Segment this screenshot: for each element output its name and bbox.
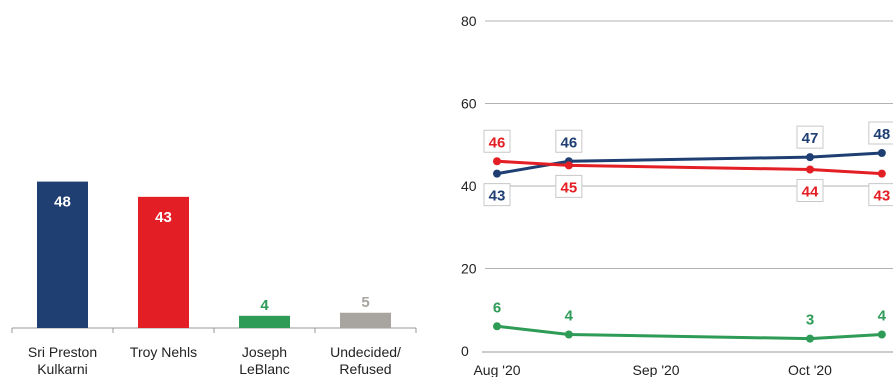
series-point [877,149,886,157]
data-label: 45 [560,179,577,196]
data-label: 48 [873,126,890,143]
line-x-tick-label: Oct '20 [788,362,832,377]
data-label-box [868,183,893,207]
line-y-tick-label: 40 [461,178,477,194]
series-point [493,157,501,166]
data-label-box [555,129,583,153]
series-point [493,322,501,331]
data-label: 3 [806,312,814,329]
data-label-box [796,125,824,149]
bar-category-label: Refused [339,361,391,377]
series-point [564,161,573,170]
bar-category-label: Undecided/ [330,344,401,360]
bar-value-label: 48 [54,194,71,211]
data-label: 46 [489,134,506,151]
data-label-box [555,174,583,198]
series-point [877,330,886,339]
data-label-box [796,179,824,202]
data-label-box [483,129,511,153]
bar-category-label: Kulkarni [37,361,88,377]
series-point [564,330,573,339]
bar-category-label: Joseph [242,344,287,360]
series-point [806,334,814,343]
bar [138,196,189,328]
line-y-tick-label: 80 [461,13,477,29]
bar-category-label: LeBlanc [239,361,290,377]
series-line [496,151,882,176]
data-label: 44 [802,184,819,201]
series-point [877,169,886,178]
line-x-tick-label: Aug '20 [473,362,520,377]
series-point [493,169,501,178]
data-label-box [868,121,893,145]
data-label: 6 [493,299,501,316]
line-y-tick-label: 0 [461,343,469,359]
data-label-box [483,183,511,207]
series-line [496,324,882,341]
line-y-tick-label: 20 [461,261,477,277]
series-point [806,165,814,174]
line-x-tick-label: Sep '20 [633,362,680,377]
data-label: 47 [802,130,819,147]
bar-category-label: Troy Nehls [130,344,197,360]
data-label: 4 [565,308,574,325]
data-label: 43 [873,188,890,205]
bar-value-label: 5 [361,294,369,311]
data-label: 46 [560,134,577,151]
line-y-tick-label: 60 [461,96,477,112]
bar [37,181,88,328]
data-label: 43 [489,188,506,205]
series-point [806,153,814,162]
bar [239,315,290,328]
bar [340,312,391,328]
bar-value-label: 43 [155,209,172,226]
data-label: 4 [878,308,887,325]
bar-category-label: Sri Preston [28,344,97,360]
series-line [496,159,882,176]
bar-value-label: 4 [260,297,269,314]
